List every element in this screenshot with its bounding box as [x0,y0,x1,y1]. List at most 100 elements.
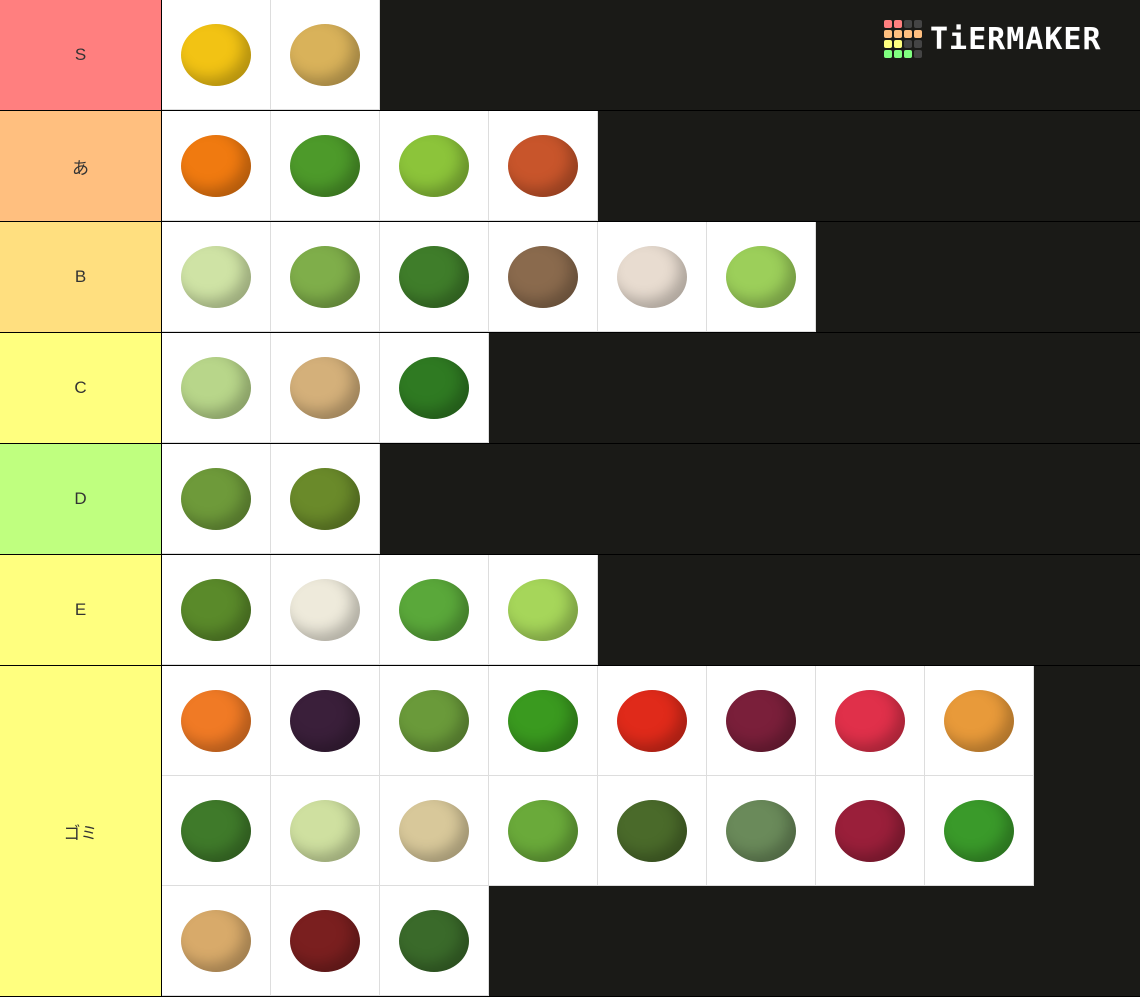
tier-item[interactable] [816,776,925,886]
tier-item[interactable] [380,666,489,776]
green-pepper-icon [508,689,578,752]
tier-item[interactable] [162,111,271,221]
brussels-sprouts-icon [290,245,360,308]
tier-row: ゴミ [0,666,1140,997]
tier-item[interactable] [271,222,380,332]
tier-label[interactable]: C [0,333,162,443]
tier-item[interactable] [489,222,598,332]
cucumber-icon [290,134,360,197]
tier-items [162,444,1140,554]
leek-icon [181,356,251,419]
tier-item[interactable] [380,555,489,665]
tier-label[interactable]: ゴミ [0,666,162,996]
tier-item[interactable] [380,222,489,332]
tier-item[interactable] [489,776,598,886]
logo-square [884,20,892,28]
logo-square [884,50,892,58]
tier-item[interactable] [707,666,816,776]
green-beans-icon [181,578,251,641]
tier-item[interactable] [162,886,271,996]
butternut-squash-icon [944,689,1014,752]
tier-item[interactable] [162,666,271,776]
logo-grid-icon [884,20,922,58]
tier-item[interactable] [162,0,271,110]
logo-square [904,30,912,38]
tier-label[interactable]: E [0,555,162,665]
tier-items [162,333,1140,443]
ginger-icon [290,356,360,419]
tier-item[interactable] [925,666,1034,776]
logo-square [904,20,912,28]
bitter-melon-icon [399,689,469,752]
tier-item[interactable] [162,555,271,665]
logo-square [914,50,922,58]
tier-item[interactable] [271,776,380,886]
mushroom-icon [508,245,578,308]
tomato-icon [617,689,687,752]
tiermaker-logo: TiERMAKER [884,20,1102,58]
bok-choy-icon [399,578,469,641]
tier-items [162,111,1140,221]
carrot-icon [181,689,251,752]
zucchini-icon [399,909,469,972]
beet-icon [726,689,796,752]
tier-row: B [0,222,1140,333]
tier-item[interactable] [271,0,380,110]
tier-item[interactable] [489,555,598,665]
tier-label[interactable]: B [0,222,162,332]
cauliflower-icon [290,578,360,641]
sweet-potato-icon [508,134,578,197]
tier-item[interactable] [925,776,1034,886]
logo-square [914,30,922,38]
tier-row: D [0,444,1140,555]
bamboo-shoot-icon [399,799,469,862]
tier-item[interactable] [816,666,925,776]
broccoli-icon [399,245,469,308]
logo-square [894,40,902,48]
tier-item[interactable] [707,776,816,886]
tier-item[interactable] [271,666,380,776]
tier-item[interactable] [271,555,380,665]
tier-item[interactable] [380,776,489,886]
artichoke-icon [726,799,796,862]
asparagus-icon [181,467,251,530]
eggplant-icon [290,689,360,752]
tier-item[interactable] [380,886,489,996]
tier-item[interactable] [598,222,707,332]
tier-item[interactable] [271,333,380,443]
logo-square [894,30,902,38]
tier-item[interactable] [271,886,380,996]
logo-square [914,40,922,48]
spinach-icon [399,356,469,419]
lettuce-icon [726,245,796,308]
logo-square [884,30,892,38]
tier-item[interactable] [162,333,271,443]
tier-label[interactable]: D [0,444,162,554]
tier-label[interactable]: S [0,0,162,110]
capers-icon [617,799,687,862]
tier-item[interactable] [598,776,707,886]
tier-item[interactable] [271,444,380,554]
tier-item[interactable] [271,111,380,221]
tier-items [162,222,1140,332]
chickpeas-icon [181,909,251,972]
edamame-icon [399,134,469,197]
tier-item[interactable] [380,333,489,443]
tier-item[interactable] [489,666,598,776]
green-peas-icon [944,799,1014,862]
tier-label[interactable]: あ [0,111,162,221]
tier-item[interactable] [162,444,271,554]
tier-item[interactable] [598,666,707,776]
corn-icon [181,23,251,86]
logo-square [894,50,902,58]
tier-row: E [0,555,1140,666]
tier-row: C [0,333,1140,444]
tier-item[interactable] [489,111,598,221]
tier-item[interactable] [162,222,271,332]
tier-item[interactable] [380,111,489,221]
kale-icon [181,799,251,862]
radish-icon [835,689,905,752]
tier-item[interactable] [162,776,271,886]
tier-item[interactable] [707,222,816,332]
fennel-icon [290,799,360,862]
